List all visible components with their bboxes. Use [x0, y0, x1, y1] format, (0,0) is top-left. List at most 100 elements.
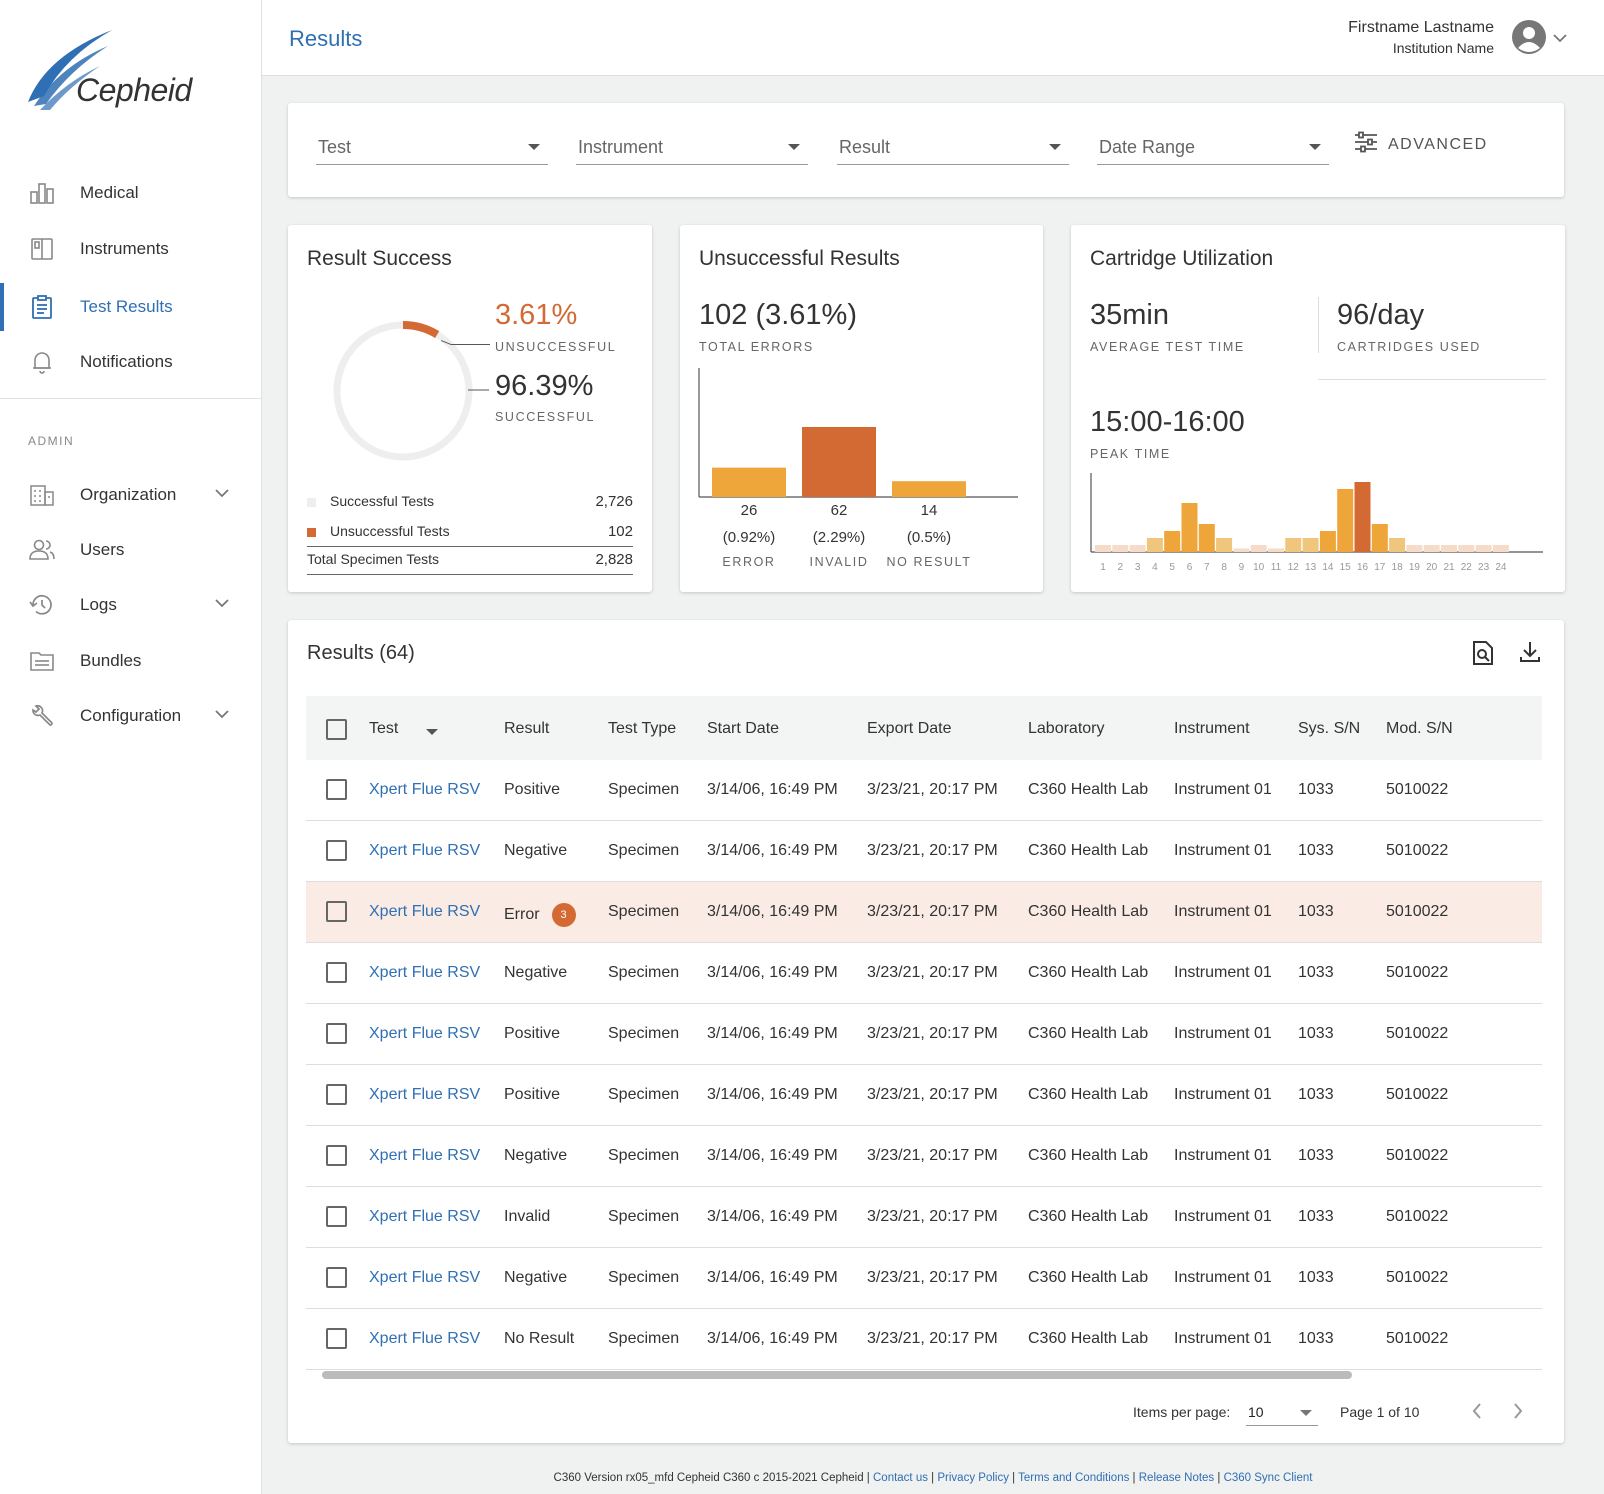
row-checkbox[interactable] [326, 1145, 347, 1166]
hour-bar-16[interactable] [1354, 482, 1371, 552]
row-checkbox[interactable] [326, 1023, 347, 1044]
sidebar-item-configuration[interactable]: Configuration [0, 688, 262, 744]
chevron-down-icon[interactable] [1552, 30, 1568, 48]
table-row[interactable]: Xpert Flue RSV Positive Specimen 3/14/06, 1… [306, 760, 1542, 821]
hour-bar-6[interactable] [1181, 503, 1198, 552]
column-header-test[interactable]: Test [369, 720, 399, 737]
table-row[interactable]: Xpert Flue RSV Positive Specimen 3/14/06, 1… [306, 1065, 1542, 1126]
test-name-link[interactable]: Xpert Flue RSV [369, 1330, 480, 1348]
bar-no-result[interactable] [892, 481, 966, 497]
test-name-link[interactable]: Xpert Flue RSV [369, 1269, 480, 1287]
instrument-filter-select[interactable]: Instrument [576, 133, 808, 165]
hour-bar-7[interactable] [1198, 524, 1215, 552]
row-checkbox[interactable] [326, 901, 347, 922]
footer-link-contact[interactable]: Contact us [873, 1472, 928, 1484]
hour-bar-4[interactable] [1146, 538, 1163, 552]
chevron-down-icon[interactable] [214, 485, 230, 503]
hour-bar-24[interactable] [1492, 545, 1509, 552]
table-row[interactable]: Xpert Flue RSV Negative Specimen 3/14/06, 1… [306, 943, 1542, 1004]
test-name-link[interactable]: Xpert Flue RSV [369, 1208, 480, 1226]
sidebar-item-bundles[interactable]: Bundles [0, 633, 262, 689]
footer-link-terms[interactable]: Terms and Conditions [1018, 1472, 1130, 1484]
chevron-down-icon[interactable] [214, 595, 230, 613]
chevron-down-icon[interactable] [214, 706, 230, 724]
row-checkbox[interactable] [326, 1084, 347, 1105]
hour-bar-23[interactable] [1475, 545, 1492, 552]
column-header-instrument[interactable]: Instrument [1174, 720, 1250, 737]
bar-invalid[interactable] [802, 427, 876, 497]
column-header-start-date[interactable]: Start Date [707, 720, 780, 737]
horizontal-scrollbar[interactable] [306, 1371, 1542, 1379]
row-checkbox[interactable] [326, 1328, 347, 1349]
hour-bar-8[interactable] [1216, 538, 1233, 552]
column-header-mod-sn[interactable]: Mod. S/N [1386, 720, 1453, 737]
sidebar-item-test-results[interactable]: Test Results [0, 279, 262, 335]
hour-bar-21[interactable] [1441, 545, 1457, 552]
items-per-page-select[interactable]: 10 [1246, 1400, 1318, 1426]
column-header-test-type[interactable]: Test Type [608, 720, 677, 737]
next-page-button[interactable] [1512, 1402, 1524, 1425]
sidebar-item-notifications[interactable]: Notifications [0, 334, 262, 390]
preview-document-icon[interactable] [1472, 640, 1494, 671]
test-name-link[interactable]: Xpert Flue RSV [369, 1147, 480, 1165]
hour-bar-13[interactable] [1302, 538, 1319, 552]
table-row[interactable]: Xpert Flue RSV No Result Specimen 3/14/06, … [306, 1309, 1542, 1370]
advanced-filter-button[interactable]: ADVANCED [1354, 131, 1488, 158]
test-name-link[interactable]: Xpert Flue RSV [369, 842, 480, 860]
row-checkbox[interactable] [326, 1267, 347, 1288]
column-header-sys-sn[interactable]: Sys. S/N [1298, 720, 1361, 737]
hour-bar-5[interactable] [1164, 531, 1181, 552]
test-name-link[interactable]: Xpert Flue RSV [369, 903, 480, 921]
hour-bar-19[interactable] [1406, 545, 1423, 552]
table-row[interactable]: Xpert Flue RSV Error 3 Specimen 3/14/06, 16:… [306, 882, 1542, 943]
hour-bar-11[interactable] [1268, 548, 1284, 553]
column-header-laboratory[interactable]: Laboratory [1028, 720, 1105, 737]
hour-bar-10[interactable] [1250, 545, 1267, 552]
error-count-badge[interactable]: 3 [551, 903, 576, 927]
sort-caret-icon[interactable] [426, 729, 438, 735]
user-name[interactable]: Firstname Lastname [1348, 19, 1494, 36]
sidebar-item-instruments[interactable]: Instruments [0, 221, 262, 277]
date-range-filter-select[interactable]: Date Range [1097, 133, 1329, 165]
hour-bar-3[interactable] [1129, 545, 1146, 552]
hour-bar-20[interactable] [1423, 545, 1440, 552]
sidebar-item-organization[interactable]: Organization [0, 467, 262, 523]
download-icon[interactable] [1519, 640, 1541, 669]
footer-link-privacy[interactable]: Privacy Policy [937, 1472, 1009, 1484]
sidebar-item-medical[interactable]: Medical [0, 165, 262, 221]
table-row[interactable]: Xpert Flue RSV Negative Specimen 3/14/06, 1… [306, 1248, 1542, 1309]
table-row[interactable]: Xpert Flue RSV Negative Specimen 3/14/06, 1… [306, 1126, 1542, 1187]
test-name-link[interactable]: Xpert Flue RSV [369, 1086, 480, 1104]
footer-link-release-notes[interactable]: Release Notes [1138, 1472, 1215, 1484]
hour-bar-15[interactable] [1337, 489, 1354, 552]
hour-bar-17[interactable] [1371, 524, 1388, 552]
sidebar-item-logs[interactable]: Logs [0, 577, 262, 633]
bar-error[interactable] [712, 467, 786, 497]
scrollbar-thumb[interactable] [322, 1371, 1352, 1379]
cepheid-logo[interactable]: Cepheid [26, 26, 226, 116]
avatar[interactable] [1512, 20, 1546, 54]
hour-bar-2[interactable] [1112, 545, 1129, 552]
row-checkbox[interactable] [326, 962, 347, 983]
hour-bar-14[interactable] [1319, 531, 1336, 552]
footer-link-sync-client[interactable]: C360 Sync Client [1223, 1472, 1313, 1484]
hour-bar-1[interactable] [1095, 545, 1111, 552]
row-checkbox[interactable] [326, 779, 347, 800]
test-name-link[interactable]: Xpert Flue RSV [369, 964, 480, 982]
select-all-checkbox[interactable] [326, 719, 347, 740]
sidebar-item-users[interactable]: Users [0, 522, 262, 578]
test-name-link[interactable]: Xpert Flue RSV [369, 1025, 480, 1043]
row-checkbox[interactable] [326, 840, 347, 861]
table-row[interactable]: Xpert Flue RSV Positive Specimen 3/14/06, 1… [306, 1004, 1542, 1065]
hour-bar-18[interactable] [1389, 538, 1406, 552]
hour-bar-9[interactable] [1233, 548, 1250, 553]
previous-page-button[interactable] [1471, 1402, 1483, 1425]
test-name-link[interactable]: Xpert Flue RSV [369, 781, 480, 799]
column-header-result[interactable]: Result [504, 720, 550, 737]
hour-bar-22[interactable] [1458, 545, 1475, 552]
column-header-export-date[interactable]: Export Date [867, 720, 952, 737]
result-filter-select[interactable]: Result [837, 133, 1069, 165]
table-row[interactable]: Xpert Flue RSV Negative Specimen 3/14/06, 1… [306, 821, 1542, 882]
test-filter-select[interactable]: Test [316, 133, 548, 165]
hour-bar-12[interactable] [1285, 538, 1302, 552]
